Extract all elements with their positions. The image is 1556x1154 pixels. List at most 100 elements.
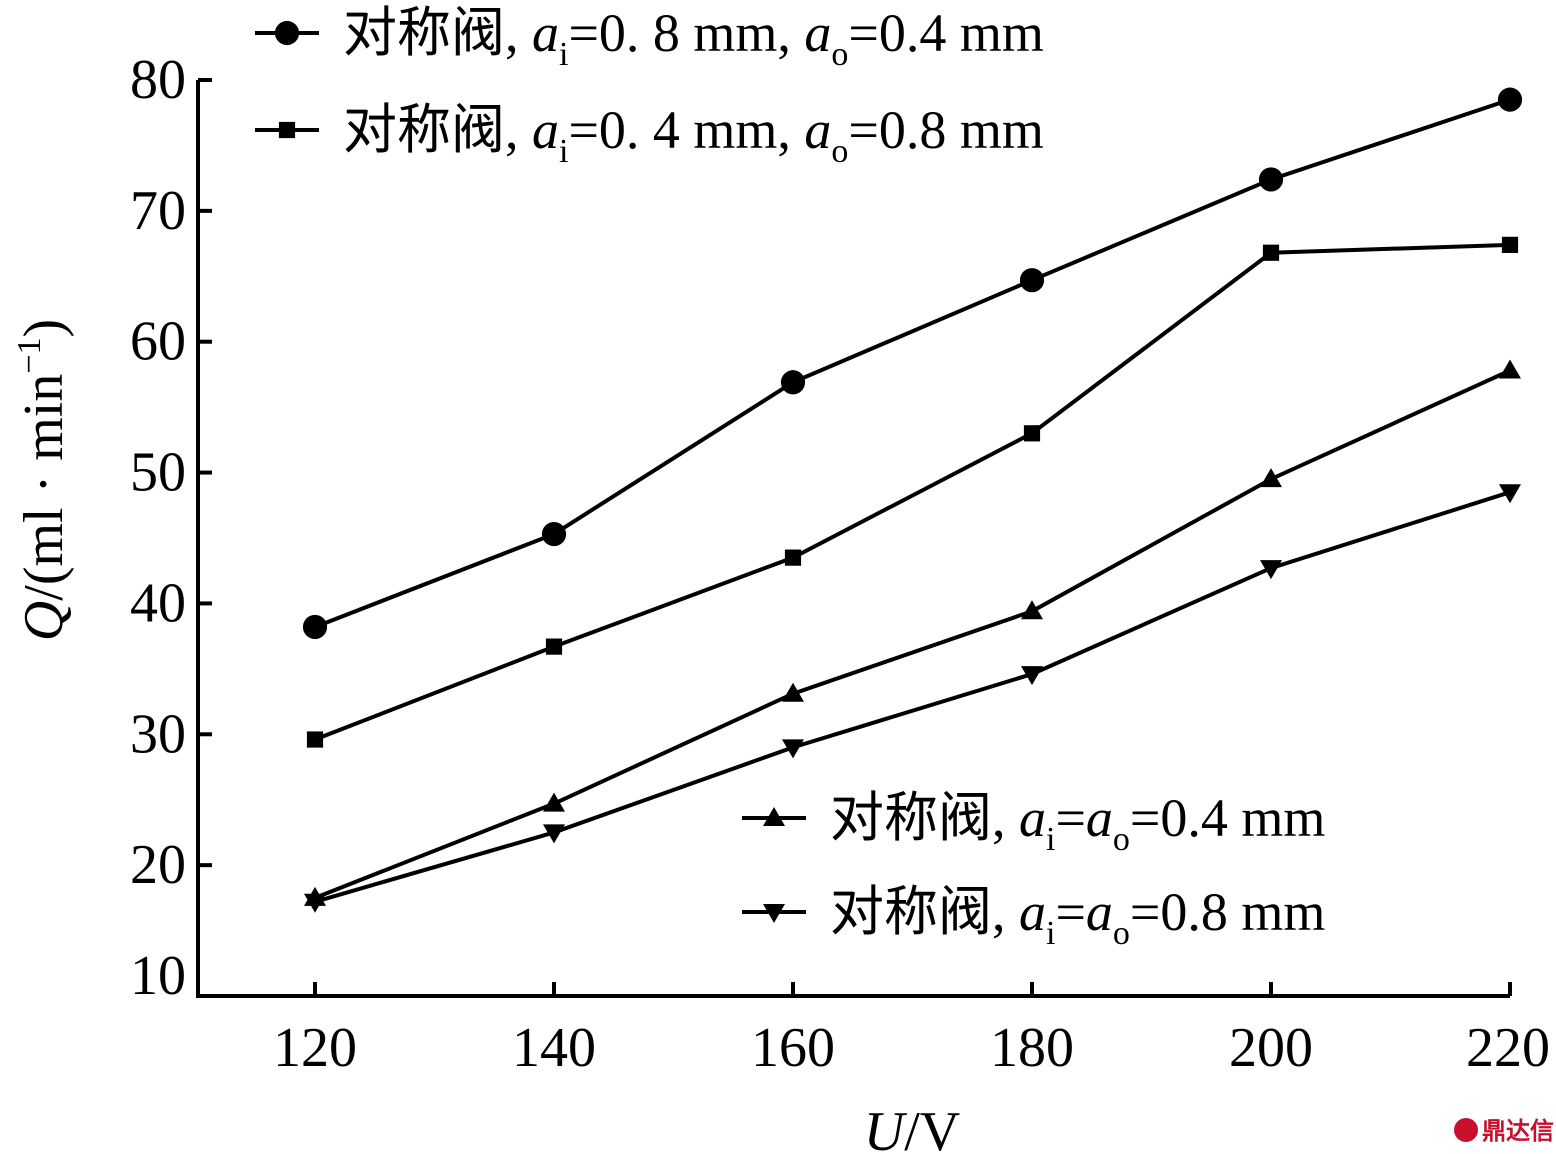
series-line <box>314 97 1511 629</box>
legend-text-part: =0. 8 mm, <box>568 3 804 63</box>
legend-text-part: =0.8 mm <box>1130 882 1325 942</box>
x-tick-label: 220 <box>1466 1017 1550 1079</box>
legend-text-part: 对称阀, <box>343 100 532 160</box>
data-point <box>1499 359 1521 379</box>
series-line <box>314 490 1511 904</box>
y-axis-close: ) <box>13 319 75 338</box>
legend-text-part: a <box>1086 788 1113 848</box>
legend-subscript: o <box>1113 821 1130 858</box>
data-point <box>1023 425 1041 442</box>
x-tick-label: 180 <box>990 1017 1074 1079</box>
legend-marker <box>763 807 785 826</box>
legend-subscript: i <box>1046 821 1055 858</box>
legend-text-part: =0.8 mm <box>848 100 1043 160</box>
series-line <box>314 368 1511 900</box>
y-tick-label: 10 <box>130 945 186 1007</box>
data-point <box>1501 236 1519 253</box>
x-tick-label: 200 <box>1229 1017 1313 1079</box>
legend-text-part: a <box>1086 882 1113 942</box>
legend-text-part: 对称阀, <box>830 788 1019 848</box>
legend-label: 对称阀, ai=ao=0.8 mm <box>830 882 1325 952</box>
series-4 <box>304 484 1521 913</box>
data-point <box>304 893 326 913</box>
legend-text-part: 对称阀, <box>343 3 532 63</box>
data-point <box>1019 268 1045 293</box>
data-point <box>545 638 563 655</box>
legend-text-part: a <box>1019 788 1046 848</box>
legend-label: 对称阀, ai=0. 4 mm, ao=0.8 mm <box>343 100 1044 170</box>
legend-subscript: o <box>831 36 848 73</box>
data-point <box>306 731 324 748</box>
y-tick-label: 40 <box>130 572 186 634</box>
logo-icon <box>1454 1118 1478 1142</box>
data-point <box>1497 87 1523 112</box>
y-axis-unit: /(ml · min <box>13 374 75 601</box>
legend-item-2: 对称阀, ai=0. 4 mm, ao=0.8 mm <box>255 100 1044 170</box>
legend-subscript: i <box>559 36 568 73</box>
data-point <box>1021 666 1043 686</box>
y-tick-label: 20 <box>130 834 186 896</box>
legend-text-part: = <box>1055 882 1085 942</box>
y-tick-label: 60 <box>130 311 186 373</box>
series-2 <box>306 236 1519 748</box>
legend-text-part: =0.4 mm <box>848 3 1043 63</box>
series-line <box>314 242 1511 742</box>
legend-text-part: a <box>532 3 559 63</box>
data-point <box>1260 468 1282 488</box>
x-tick-label: 160 <box>751 1017 835 1079</box>
data-point <box>1258 167 1284 192</box>
watermark: 鼎达信 <box>1454 1117 1554 1145</box>
y-tick-label: 50 <box>130 442 186 504</box>
ticks: 10 20 30 40 50 60 70 80 120 140 160 180 200 220 <box>130 49 1550 1079</box>
legend-text-part: a <box>1019 882 1046 942</box>
legend-text-part: =0. 4 mm, <box>568 100 804 160</box>
legend-text-part: =0.4 mm <box>1130 788 1325 848</box>
data-point <box>302 614 328 640</box>
legend-item-1: 对称阀, ai=0. 8 mm, ao=0.4 mm <box>255 3 1044 73</box>
x-tick-label: 120 <box>273 1017 357 1079</box>
data-point <box>780 370 806 395</box>
legend-text-part: a <box>804 100 831 160</box>
legend-subscript: i <box>559 133 568 170</box>
axes <box>196 80 1510 998</box>
legend-label: 对称阀, ai=ao=0.4 mm <box>830 788 1325 858</box>
y-axis-superscript: −1 <box>11 337 48 373</box>
legend-subscript: o <box>1113 915 1130 952</box>
x-axis-variable: U <box>864 1101 908 1154</box>
data-point <box>1260 560 1282 580</box>
data-point <box>784 549 802 566</box>
data-point <box>1021 600 1043 620</box>
x-tick-label: 140 <box>512 1017 596 1079</box>
y-axis-variable: Q <box>13 601 75 641</box>
data-point <box>543 824 565 844</box>
data-point <box>782 739 804 759</box>
legend-marker <box>763 904 785 923</box>
x-axis-unit: /V <box>904 1101 960 1154</box>
legend-subscript: i <box>1046 915 1055 952</box>
legend-marker <box>278 121 296 139</box>
x-axis-title: U/V <box>864 1101 960 1154</box>
legend-text-part: a <box>804 3 831 63</box>
legend-subscript: o <box>831 133 848 170</box>
legend-text-part: a <box>532 100 559 160</box>
data-point <box>541 521 567 547</box>
y-axis-title: Q/(ml · min−1) <box>11 319 75 641</box>
legend-item-4: 对称阀, ai=ao=0.8 mm <box>742 882 1325 952</box>
legend-item-3: 对称阀, ai=ao=0.4 mm <box>742 788 1325 858</box>
watermark-text: 鼎达信 <box>1482 1117 1554 1145</box>
data-point <box>782 682 804 702</box>
axis-titles: U/V Q/(ml · min−1) <box>11 319 960 1154</box>
series-1 <box>302 87 1523 640</box>
data-point <box>1262 244 1280 261</box>
series-group <box>302 87 1523 913</box>
data-point <box>543 792 565 812</box>
legend-label: 对称阀, ai=0. 8 mm, ao=0.4 mm <box>343 3 1044 73</box>
data-point <box>1499 484 1521 504</box>
legend-text-part: 对称阀, <box>830 882 1019 942</box>
y-tick-label: 30 <box>130 703 186 765</box>
y-tick-label: 70 <box>130 180 186 242</box>
legend-marker <box>274 20 300 46</box>
y-tick-label: 80 <box>130 49 186 111</box>
